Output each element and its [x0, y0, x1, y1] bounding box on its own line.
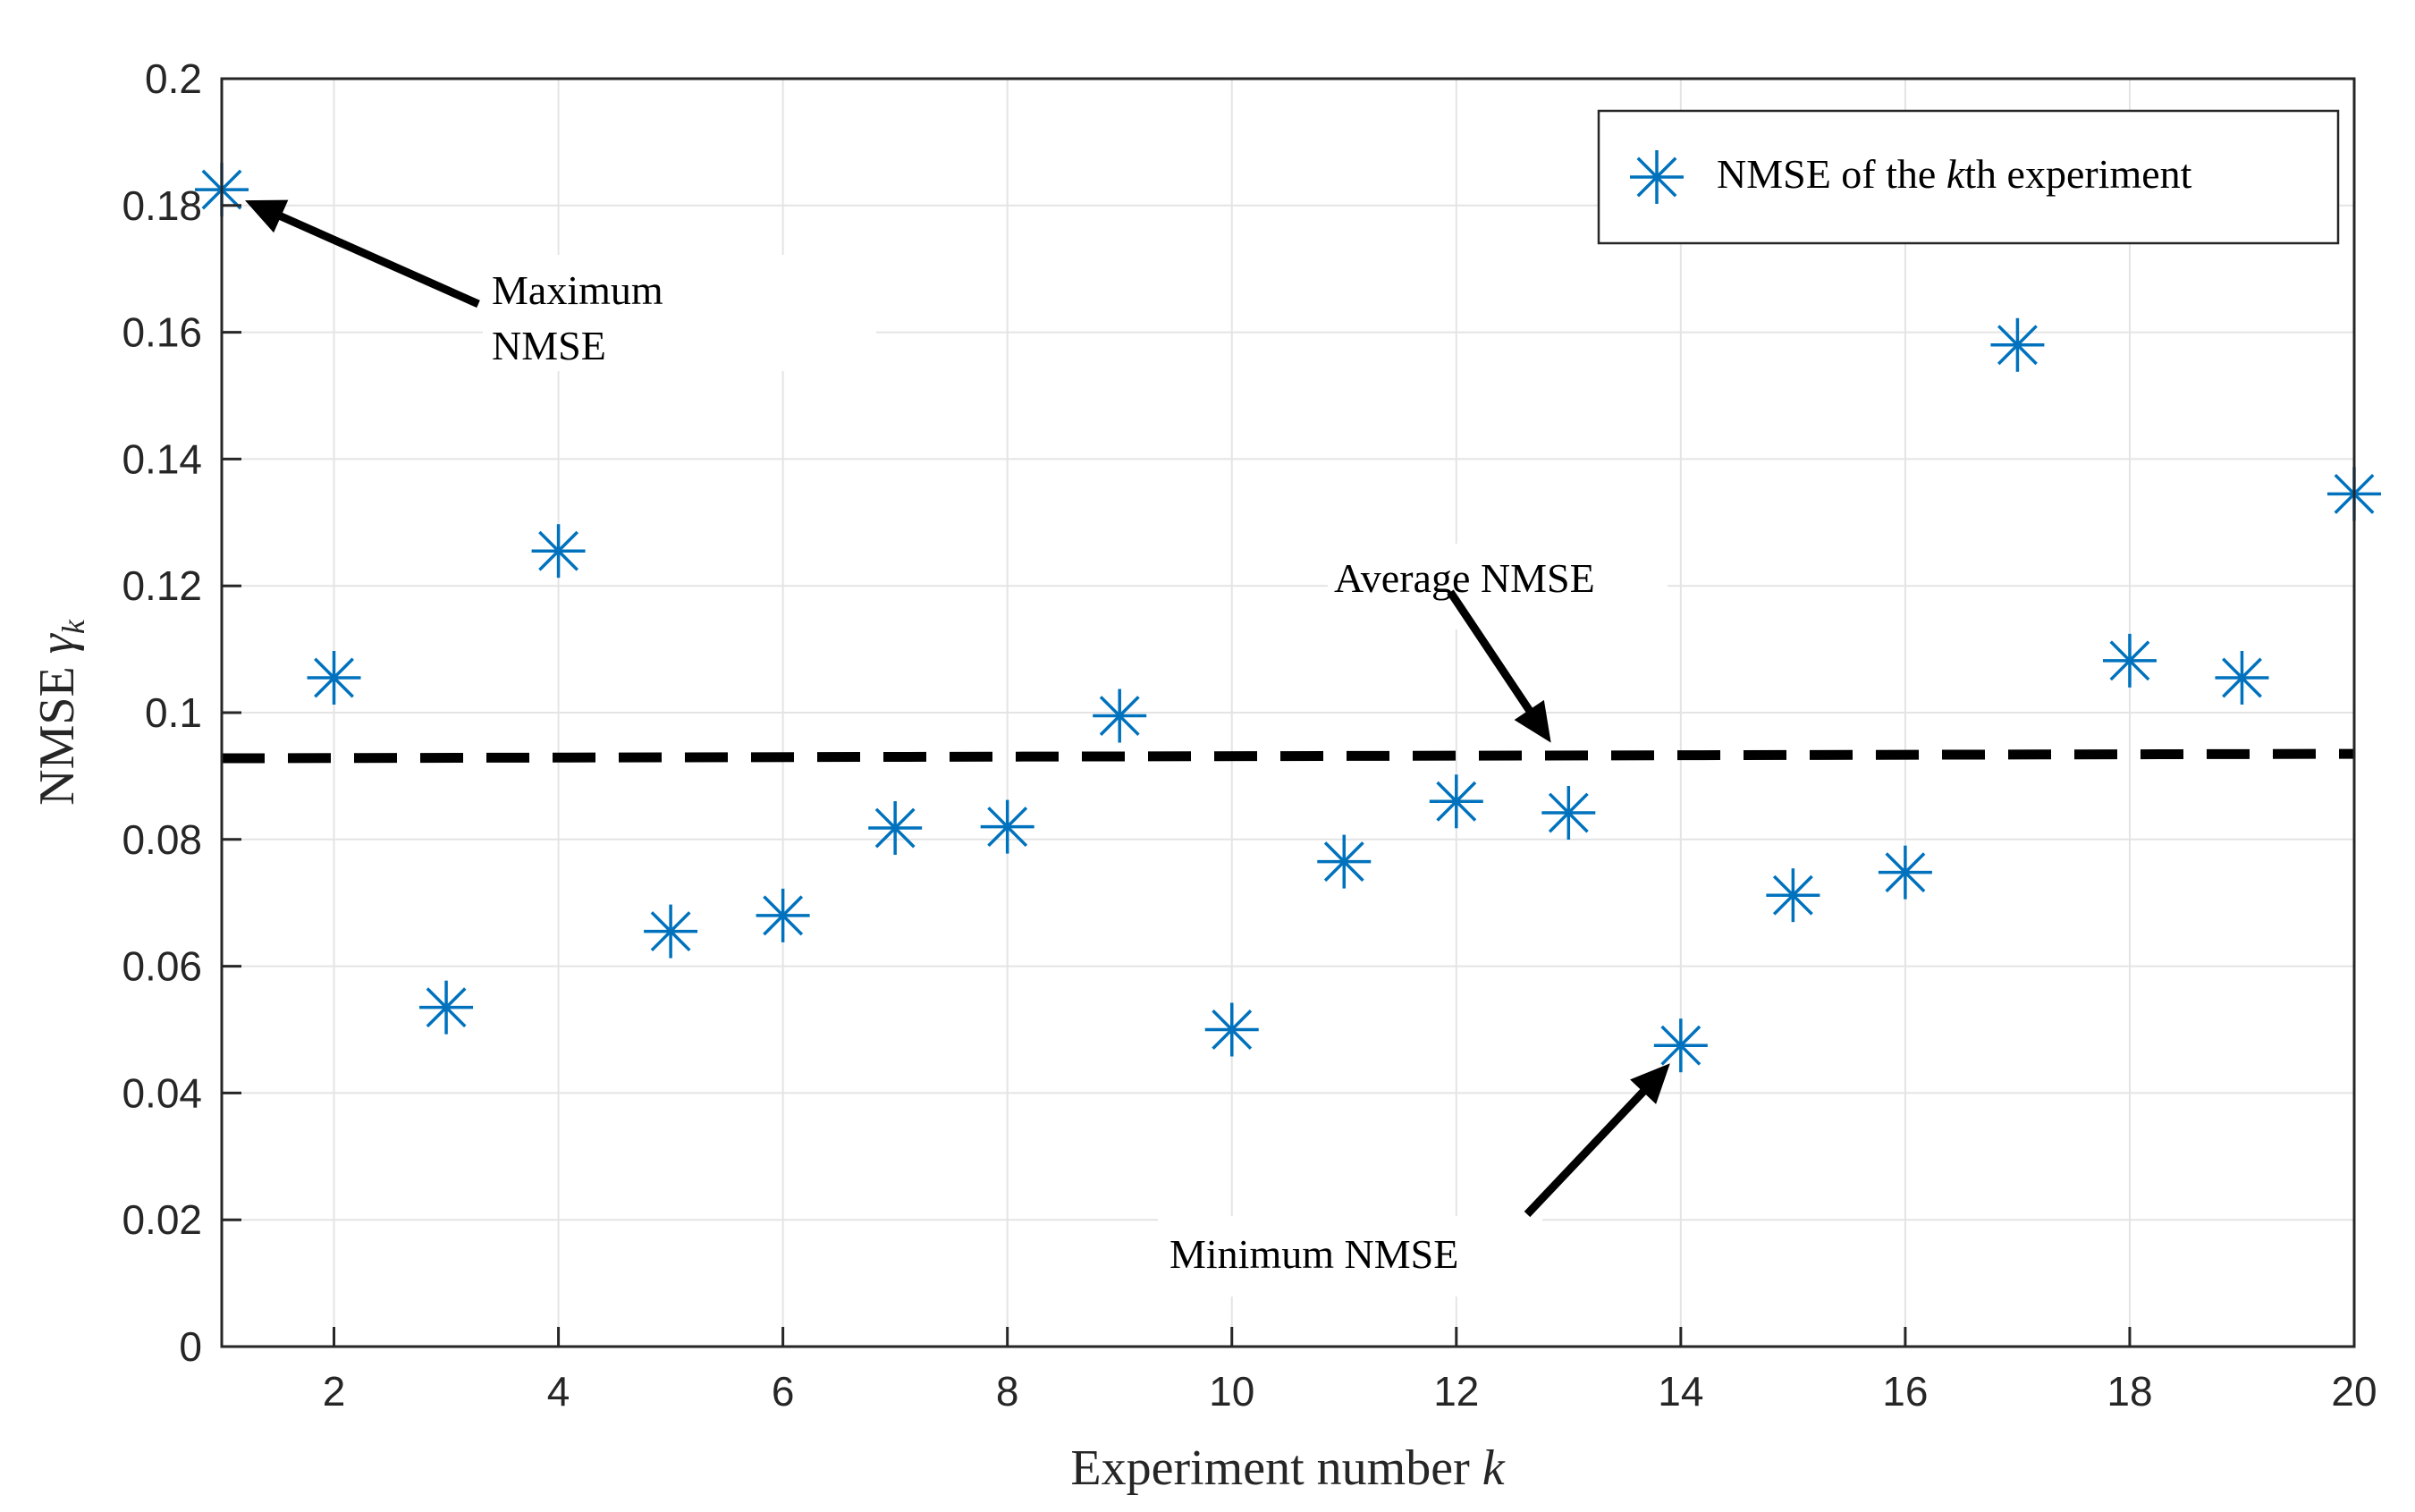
y-tick-label: 0.18 [122, 182, 202, 229]
y-tick-label: 0.02 [122, 1196, 202, 1243]
annotation-avg-arrowhead [1514, 699, 1551, 743]
data-point-10 [1204, 1002, 1259, 1057]
legend-asterisk-icon [1630, 150, 1684, 204]
ticks: 2 4 6 8 10 12 14 16 18 20 0 0.02 0.04 0.06 0.08 0.1 0.12… [122, 55, 2377, 1415]
annotation-avg-label: Average NMSE [1334, 555, 1595, 601]
annotations: Maximum NMSE Average NMSE Minimum NMSE [245, 199, 1670, 1297]
data-point-4 [531, 524, 586, 579]
annotation-min-label: Minimum NMSE [1170, 1231, 1458, 1277]
x-tick-label: 12 [1433, 1368, 1479, 1415]
x-tick-label: 2 [323, 1368, 346, 1415]
y-axis-title: NMSE γk [30, 619, 91, 806]
y-tick-label: 0.2 [145, 55, 202, 102]
legend-box [1597, 109, 2340, 245]
annotation-max-arrowhead [245, 199, 289, 233]
x-tick-label: 10 [1209, 1368, 1254, 1415]
data-point-6 [756, 888, 810, 942]
y-tick-label: 0.14 [122, 435, 202, 482]
data-point-13 [1541, 786, 1596, 840]
data-point-17 [1990, 317, 2045, 372]
y-tick-label: 0 [179, 1323, 202, 1370]
data-point-3 [419, 980, 474, 1035]
annotation-avg-bg [1328, 544, 1668, 629]
data-point-2 [307, 651, 361, 705]
average-nmse-line [221, 748, 2355, 764]
annotation-avg-arrow [1447, 589, 1535, 715]
data-point-7 [868, 801, 923, 856]
data-point-19 [2215, 651, 2269, 705]
y-tick-label: 0.06 [122, 943, 202, 990]
legend-asterisk [1630, 150, 1684, 204]
data-point-16 [1878, 845, 1932, 900]
average-line-group [221, 748, 2355, 764]
annotation-min-arrow [1524, 1086, 1649, 1218]
x-tick-label: 18 [2107, 1368, 2152, 1415]
data-point-15 [1766, 868, 1820, 923]
data-point-5 [644, 904, 698, 959]
x-axis-title: Experiment number k [1070, 1440, 1505, 1496]
x-tick-label: 20 [2331, 1368, 2377, 1415]
annotation-max-line1: Maximum [492, 267, 663, 313]
x-tick-label: 16 [1882, 1368, 1928, 1415]
legend-label: NMSE of the kth experiment [1717, 151, 2192, 197]
x-tick-label: 6 [772, 1368, 795, 1415]
annotation-min-bg [1158, 1216, 1542, 1297]
x-tick-label: 14 [1658, 1368, 1703, 1415]
annotation-max-line2: NMSE [492, 323, 606, 368]
y-tick-label: 0.04 [122, 1069, 202, 1116]
data-point-12 [1429, 774, 1483, 829]
y-tick-label: 0.1 [145, 689, 202, 736]
x-tick-label: 4 [547, 1368, 570, 1415]
annotation-min-arrowhead [1630, 1063, 1670, 1104]
data-point-14 [1653, 1018, 1708, 1073]
y-tick-label: 0.16 [122, 309, 202, 356]
y-tick-label: 0.12 [122, 562, 202, 609]
annotation-max-arrow [275, 211, 480, 308]
x-tick-label: 8 [996, 1368, 1019, 1415]
data-point-18 [2102, 633, 2157, 688]
data-point-9 [1093, 688, 1147, 743]
y-tick-label: 0.08 [122, 816, 202, 863]
legend: NMSE of the kth experiment [1597, 109, 2340, 245]
data-point-8 [980, 799, 1034, 854]
data-point-11 [1317, 834, 1372, 889]
annotation-max-bg [483, 255, 876, 371]
